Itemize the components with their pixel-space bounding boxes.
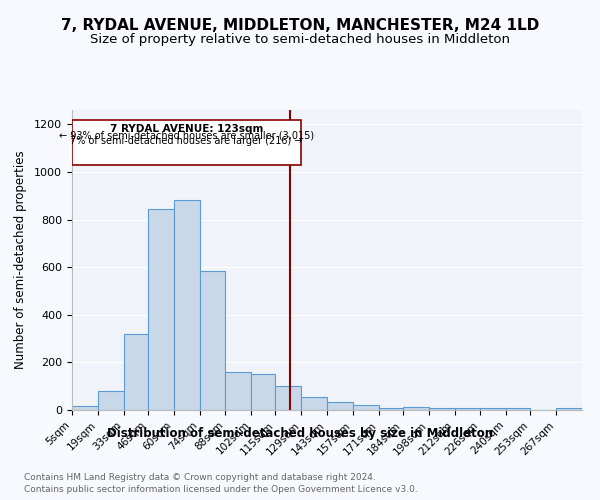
Bar xyxy=(455,408,481,410)
Bar xyxy=(379,408,403,410)
FancyBboxPatch shape xyxy=(72,120,301,165)
Bar xyxy=(275,386,301,410)
Text: 7 RYDAL AVENUE: 123sqm: 7 RYDAL AVENUE: 123sqm xyxy=(110,124,263,134)
Text: Size of property relative to semi-detached houses in Middleton: Size of property relative to semi-detach… xyxy=(90,32,510,46)
Bar xyxy=(251,374,275,410)
Bar xyxy=(98,391,124,410)
Text: 7, RYDAL AVENUE, MIDDLETON, MANCHESTER, M24 1LD: 7, RYDAL AVENUE, MIDDLETON, MANCHESTER, … xyxy=(61,18,539,32)
Bar xyxy=(301,397,327,410)
Bar xyxy=(72,406,98,410)
Y-axis label: Number of semi-detached properties: Number of semi-detached properties xyxy=(14,150,27,370)
Bar xyxy=(124,334,148,410)
Text: ← 93% of semi-detached houses are smaller (3,015): ← 93% of semi-detached houses are smalle… xyxy=(59,130,314,140)
Text: 7% of semi-detached houses are larger (216) →: 7% of semi-detached houses are larger (2… xyxy=(70,136,303,145)
Bar xyxy=(148,209,173,410)
Bar xyxy=(226,372,251,410)
Text: Contains public sector information licensed under the Open Government Licence v3: Contains public sector information licen… xyxy=(24,485,418,494)
Bar xyxy=(403,407,428,410)
Bar xyxy=(556,408,582,410)
Bar xyxy=(428,408,455,410)
Bar xyxy=(173,200,199,410)
Bar xyxy=(327,402,353,410)
Bar xyxy=(506,408,530,410)
Bar xyxy=(199,270,226,410)
Text: Distribution of semi-detached houses by size in Middleton: Distribution of semi-detached houses by … xyxy=(107,428,493,440)
Bar xyxy=(353,405,379,410)
Bar xyxy=(481,408,506,410)
Text: Contains HM Land Registry data © Crown copyright and database right 2024.: Contains HM Land Registry data © Crown c… xyxy=(24,472,376,482)
